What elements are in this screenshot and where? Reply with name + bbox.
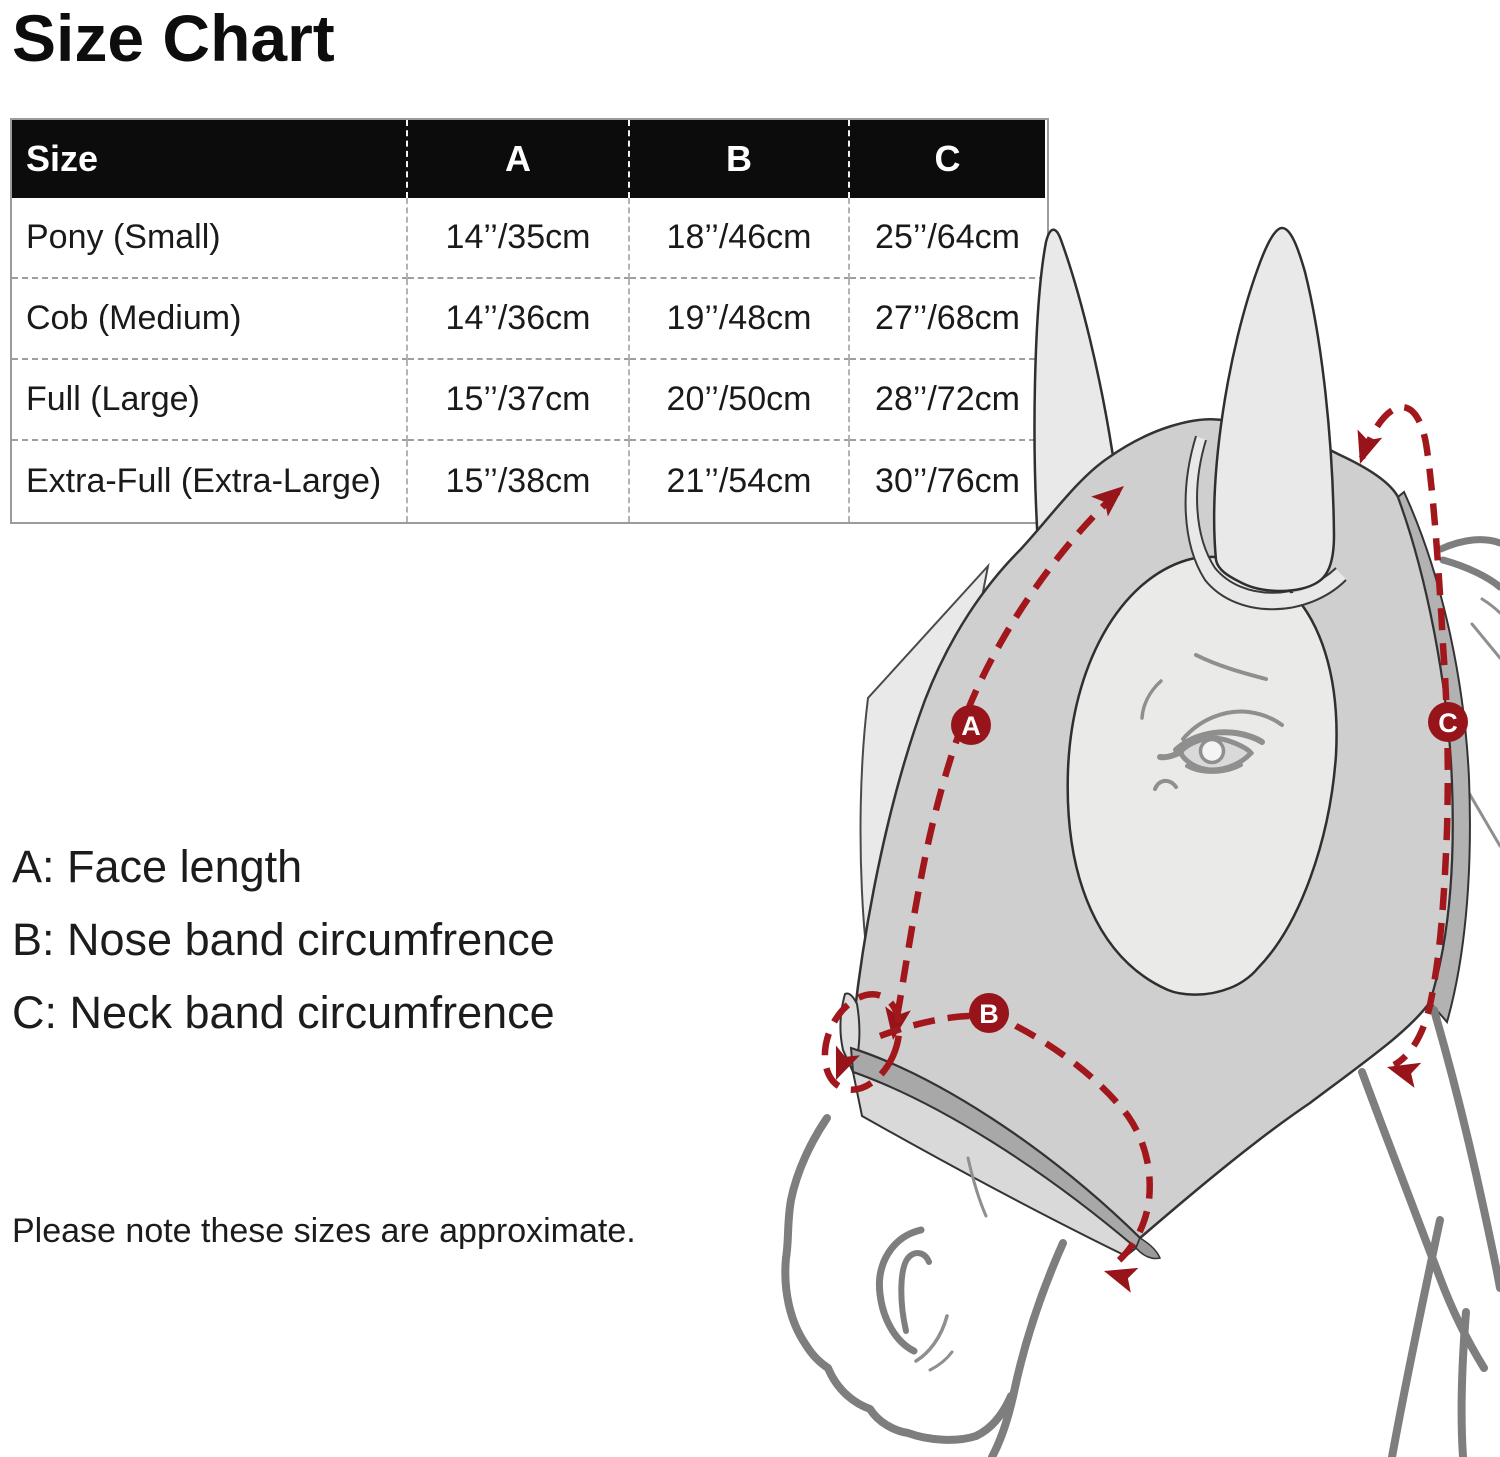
legend-face-length: A: Face length — [12, 841, 303, 892]
row-value-b: 19’’/48cm — [630, 279, 850, 360]
horse-neck — [1358, 1006, 1500, 1457]
row-value-b: 20’’/50cm — [630, 360, 850, 441]
svg-text:B: B — [979, 999, 999, 1029]
size-table: Size A B C Pony (Small) 14’’/35cm 18’’/4… — [10, 118, 1049, 524]
row-value-c: 28’’/72cm — [850, 360, 1045, 441]
table-header-row: Size A B C — [12, 120, 1047, 198]
page-title: Size Chart — [12, 1, 335, 75]
row-value-b: 21’’/54cm — [630, 441, 850, 522]
arrow-down-icon — [835, 1045, 861, 1080]
face-opening — [1066, 555, 1338, 996]
nose-band-end-cap — [1135, 1236, 1162, 1260]
arrow-left-icon — [1104, 1267, 1139, 1293]
svg-text:C: C — [1438, 708, 1458, 738]
row-size-label: Cob (Medium) — [12, 279, 408, 360]
row-value-a: 15’’/38cm — [408, 441, 630, 522]
table-header-c: C — [850, 120, 1045, 198]
table-row: Extra-Full (Extra-Large) 15’’/38cm 21’’/… — [12, 441, 1047, 522]
badge-b: B — [969, 993, 1009, 1033]
measurement-legend: A: Face length B: Nose band circumfrence… — [12, 830, 555, 1049]
approximate-sizes-note: Please note these sizes are approximate. — [12, 1212, 636, 1250]
horse-muzzle — [781, 1114, 1067, 1457]
row-value-c: 25’’/64cm — [850, 198, 1045, 279]
horse-right-ear-icon — [1213, 226, 1336, 593]
legend-nose-band: B: Nose band circumfrence — [12, 914, 555, 965]
badge-a: A — [951, 705, 991, 745]
nostril-icon — [875, 1226, 954, 1372]
arrow-up-icon — [1091, 486, 1124, 517]
row-size-label: Full (Large) — [12, 360, 408, 441]
svg-text:A: A — [961, 711, 981, 741]
table-header-a: A — [408, 120, 630, 198]
row-value-b: 18’’/46cm — [630, 198, 850, 279]
row-value-a: 15’’/37cm — [408, 360, 630, 441]
horse-mane — [1437, 536, 1500, 848]
legend-neck-band: C: Neck band circumfrence — [12, 987, 555, 1038]
arrow-down-icon — [1357, 429, 1383, 464]
row-value-a: 14’’/36cm — [408, 279, 630, 360]
horse-eye-icon — [1140, 653, 1284, 791]
arrow-left-icon — [1387, 1062, 1422, 1088]
badge-c: C — [1428, 702, 1468, 742]
measurement-line-c — [1357, 403, 1452, 1088]
table-header-b: B — [630, 120, 850, 198]
table-row: Full (Large) 15’’/37cm 20’’/50cm 28’’/72… — [12, 360, 1047, 441]
row-value-c: 27’’/68cm — [850, 279, 1045, 360]
row-value-a: 14’’/35cm — [408, 198, 630, 279]
table-row: Cob (Medium) 14’’/36cm 19’’/48cm 27’’/68… — [12, 279, 1047, 360]
table-header-size: Size — [12, 120, 408, 198]
measurement-line-b — [821, 991, 1153, 1293]
table-row: Pony (Small) 14’’/35cm 18’’/46cm 25’’/64… — [12, 198, 1047, 279]
row-value-c: 30’’/76cm — [875, 462, 1020, 500]
row-size-label: Extra-Full (Extra-Large) — [12, 441, 408, 522]
row-size-label: Pony (Small) — [12, 198, 408, 279]
